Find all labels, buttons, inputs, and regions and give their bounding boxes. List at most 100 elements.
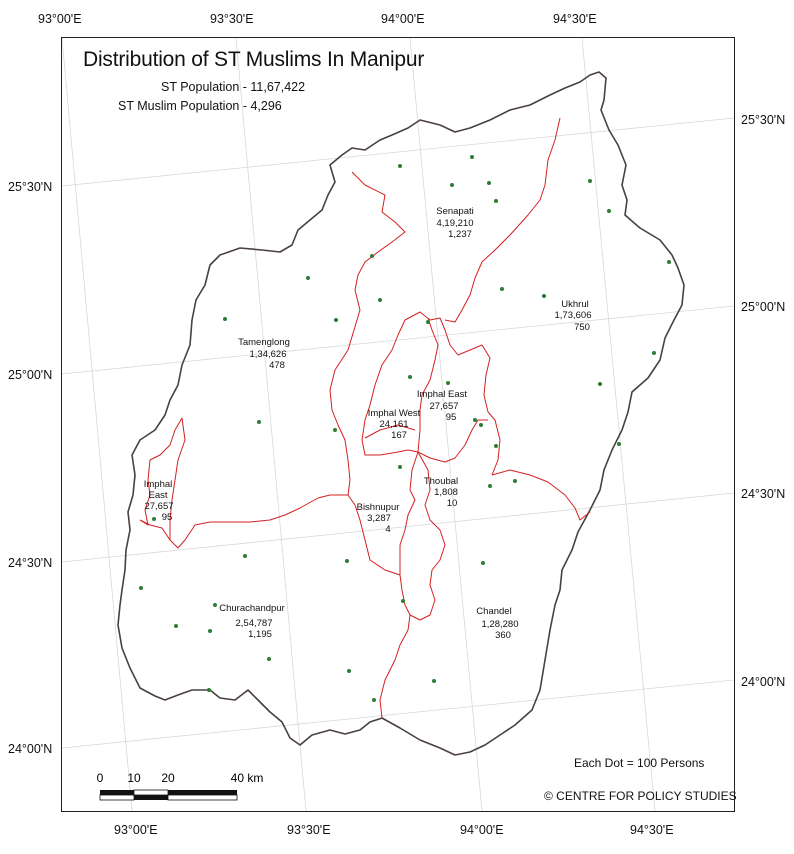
- dot-churachandpur-3: [213, 603, 217, 607]
- scale-tick-20: 20: [161, 771, 175, 785]
- dot-churachandpur-1: [243, 554, 247, 558]
- dot-ukhrul-5: [542, 294, 546, 298]
- dot-chandel-2: [432, 679, 436, 683]
- district-stpop-chandel: 1,28,280: [482, 619, 519, 630]
- dot-senapati-8: [426, 320, 430, 324]
- dot-bishnupur-1: [345, 559, 349, 563]
- district-boundary-senapati-tamenglong: [329, 171, 406, 496]
- dot-legend: Each Dot = 100 Persons: [574, 756, 705, 770]
- district-muslims-imphal-east: 95: [446, 412, 457, 423]
- district-boundary-imphal-west: [404, 311, 501, 476]
- district-label-bishnupur: Bishnupur: [357, 502, 400, 513]
- coord-left-24-00: 24°00'N: [8, 742, 53, 756]
- dot-churachandpur-7: [207, 688, 211, 692]
- district-muslims-ukhrul: 750: [574, 322, 590, 333]
- coord-top-94-30: 94°30'E: [553, 12, 597, 26]
- map-frame: [61, 37, 735, 812]
- coord-top-93-30: 93°30'E: [210, 12, 254, 26]
- coord-right-24-00: 24°00'N: [741, 675, 786, 689]
- coord-left-25-00: 25°00'N: [8, 368, 53, 382]
- dot-ukhrul-7: [598, 382, 602, 386]
- coord-right-24-30: 24°30'N: [741, 487, 786, 501]
- district-muslims-bishnupur: 4: [385, 524, 390, 535]
- dot-senapati-5: [494, 199, 498, 203]
- district-labels: Senapati 4,19,210 1,237 Ukhrul 1,73,606 …: [144, 206, 592, 641]
- district-muslims-chandel: 360: [495, 630, 511, 641]
- scale-bar-segment-6: [167, 794, 238, 801]
- dot-senapati-6: [370, 254, 374, 258]
- district-stpop-senapati: 4,19,210: [437, 218, 474, 229]
- map-title: Distribution of ST Muslims In Manipur: [83, 48, 425, 71]
- coord-top-94-00: 94°00'E: [381, 12, 425, 26]
- district-label-ukhrul: Ukhrul: [561, 299, 588, 310]
- coord-bottom-93-00: 93°00'E: [114, 823, 158, 837]
- district-boundary-jiribam: [169, 417, 186, 540]
- dot-imphal-east-2: [473, 418, 477, 422]
- dot-tamenglong-1: [306, 276, 310, 280]
- graticule-meridian-93-00: [62, 38, 133, 811]
- district-boundary-thoubal-bishnupur: [399, 451, 419, 575]
- district-stpop-imphal-west: 24,161: [379, 419, 408, 430]
- dot-senapati-1: [398, 164, 402, 168]
- dot-ukhrul-8: [617, 442, 621, 446]
- graticule-parallel-25-30: [62, 117, 734, 187]
- graticule-meridian-94-00: [409, 38, 483, 811]
- graticule: [62, 38, 734, 811]
- district-boundary-imphal-split: [417, 317, 439, 453]
- dot-churachandpur-5: [208, 629, 212, 633]
- district-label-imphal-east-west: Imphal: [144, 479, 173, 490]
- district-label-tamenglong: Tamenglong: [238, 337, 290, 348]
- district-stpop-thoubal: 1,808: [434, 487, 458, 498]
- dot-imphal-east-1: [446, 381, 450, 385]
- dot-imphal-west-2: [408, 375, 412, 379]
- dot-ukhrul-4: [500, 287, 504, 291]
- graticule-parallel-25-00: [62, 305, 734, 375]
- coord-left-25-30: 25°30'N: [8, 180, 53, 194]
- dot-imphal-west-1: [333, 428, 337, 432]
- dot-churachandpur-6: [267, 657, 271, 661]
- dot-tamenglong-2: [223, 317, 227, 321]
- dot-bishnupur-2: [401, 599, 405, 603]
- st-population: ST Population - 11,67,422: [161, 80, 306, 94]
- scale-tick-0: 0: [97, 771, 104, 785]
- dot-chandel-1: [481, 561, 485, 565]
- graticule-meridian-94-30: [581, 38, 656, 811]
- dot-senapati-4: [487, 181, 491, 185]
- dot-tamenglong-4: [257, 420, 261, 424]
- dot-thoubal-1: [398, 465, 402, 469]
- district-muslims-senapati: 1,237: [448, 229, 472, 240]
- district-label-chandel: Chandel: [476, 606, 511, 617]
- dot-ukhrul-2: [607, 209, 611, 213]
- dot-churachandpur-9: [372, 698, 376, 702]
- dot-ukhrul-6: [652, 351, 656, 355]
- dot-churachandpur-4: [174, 624, 178, 628]
- district-muslims-churachandpur: 1,195: [248, 629, 272, 640]
- district-muslims-imphal-west: 167: [391, 430, 407, 441]
- district-boundaries: [139, 117, 591, 719]
- district-stpop-imphal-east: 27,657: [429, 401, 458, 412]
- dot-jiribam-1: [152, 517, 156, 521]
- coord-left-24-30: 24°30'N: [8, 556, 53, 570]
- district-label-imphal-west: Imphal West: [368, 408, 421, 419]
- coord-bottom-93-30: 93°30'E: [287, 823, 331, 837]
- dot-imphal-east-4: [494, 444, 498, 448]
- scale-tick-40km: 40 km: [231, 771, 264, 785]
- district-label-thoubal: Thoubal: [424, 476, 458, 487]
- dot-ukhrul-1: [588, 179, 592, 183]
- scale-bar-segment-5: [134, 795, 168, 800]
- district-boundary-thoubal-chandel: [491, 469, 591, 521]
- district-boundary-thoubal: [417, 419, 488, 463]
- district-label-churachandpur: Churachandpur: [219, 603, 285, 614]
- state-boundary: [117, 71, 685, 756]
- graticule-parallel-24-30: [62, 492, 734, 563]
- district-boundary-bishnupur: [347, 494, 411, 719]
- district-boundary-bishnupur-churachandpur: [139, 494, 348, 549]
- coord-bottom-94-00: 94°00'E: [460, 823, 504, 837]
- coord-right-25-00: 25°00'N: [741, 300, 786, 314]
- district-stpop-bishnupur: 3,287: [367, 513, 391, 524]
- dot-ukhrul-3: [667, 260, 671, 264]
- dot-thoubal-2: [488, 484, 492, 488]
- dot-senapati-3: [450, 183, 454, 187]
- district-stpop-churachandpur: 2,54,787: [236, 618, 273, 629]
